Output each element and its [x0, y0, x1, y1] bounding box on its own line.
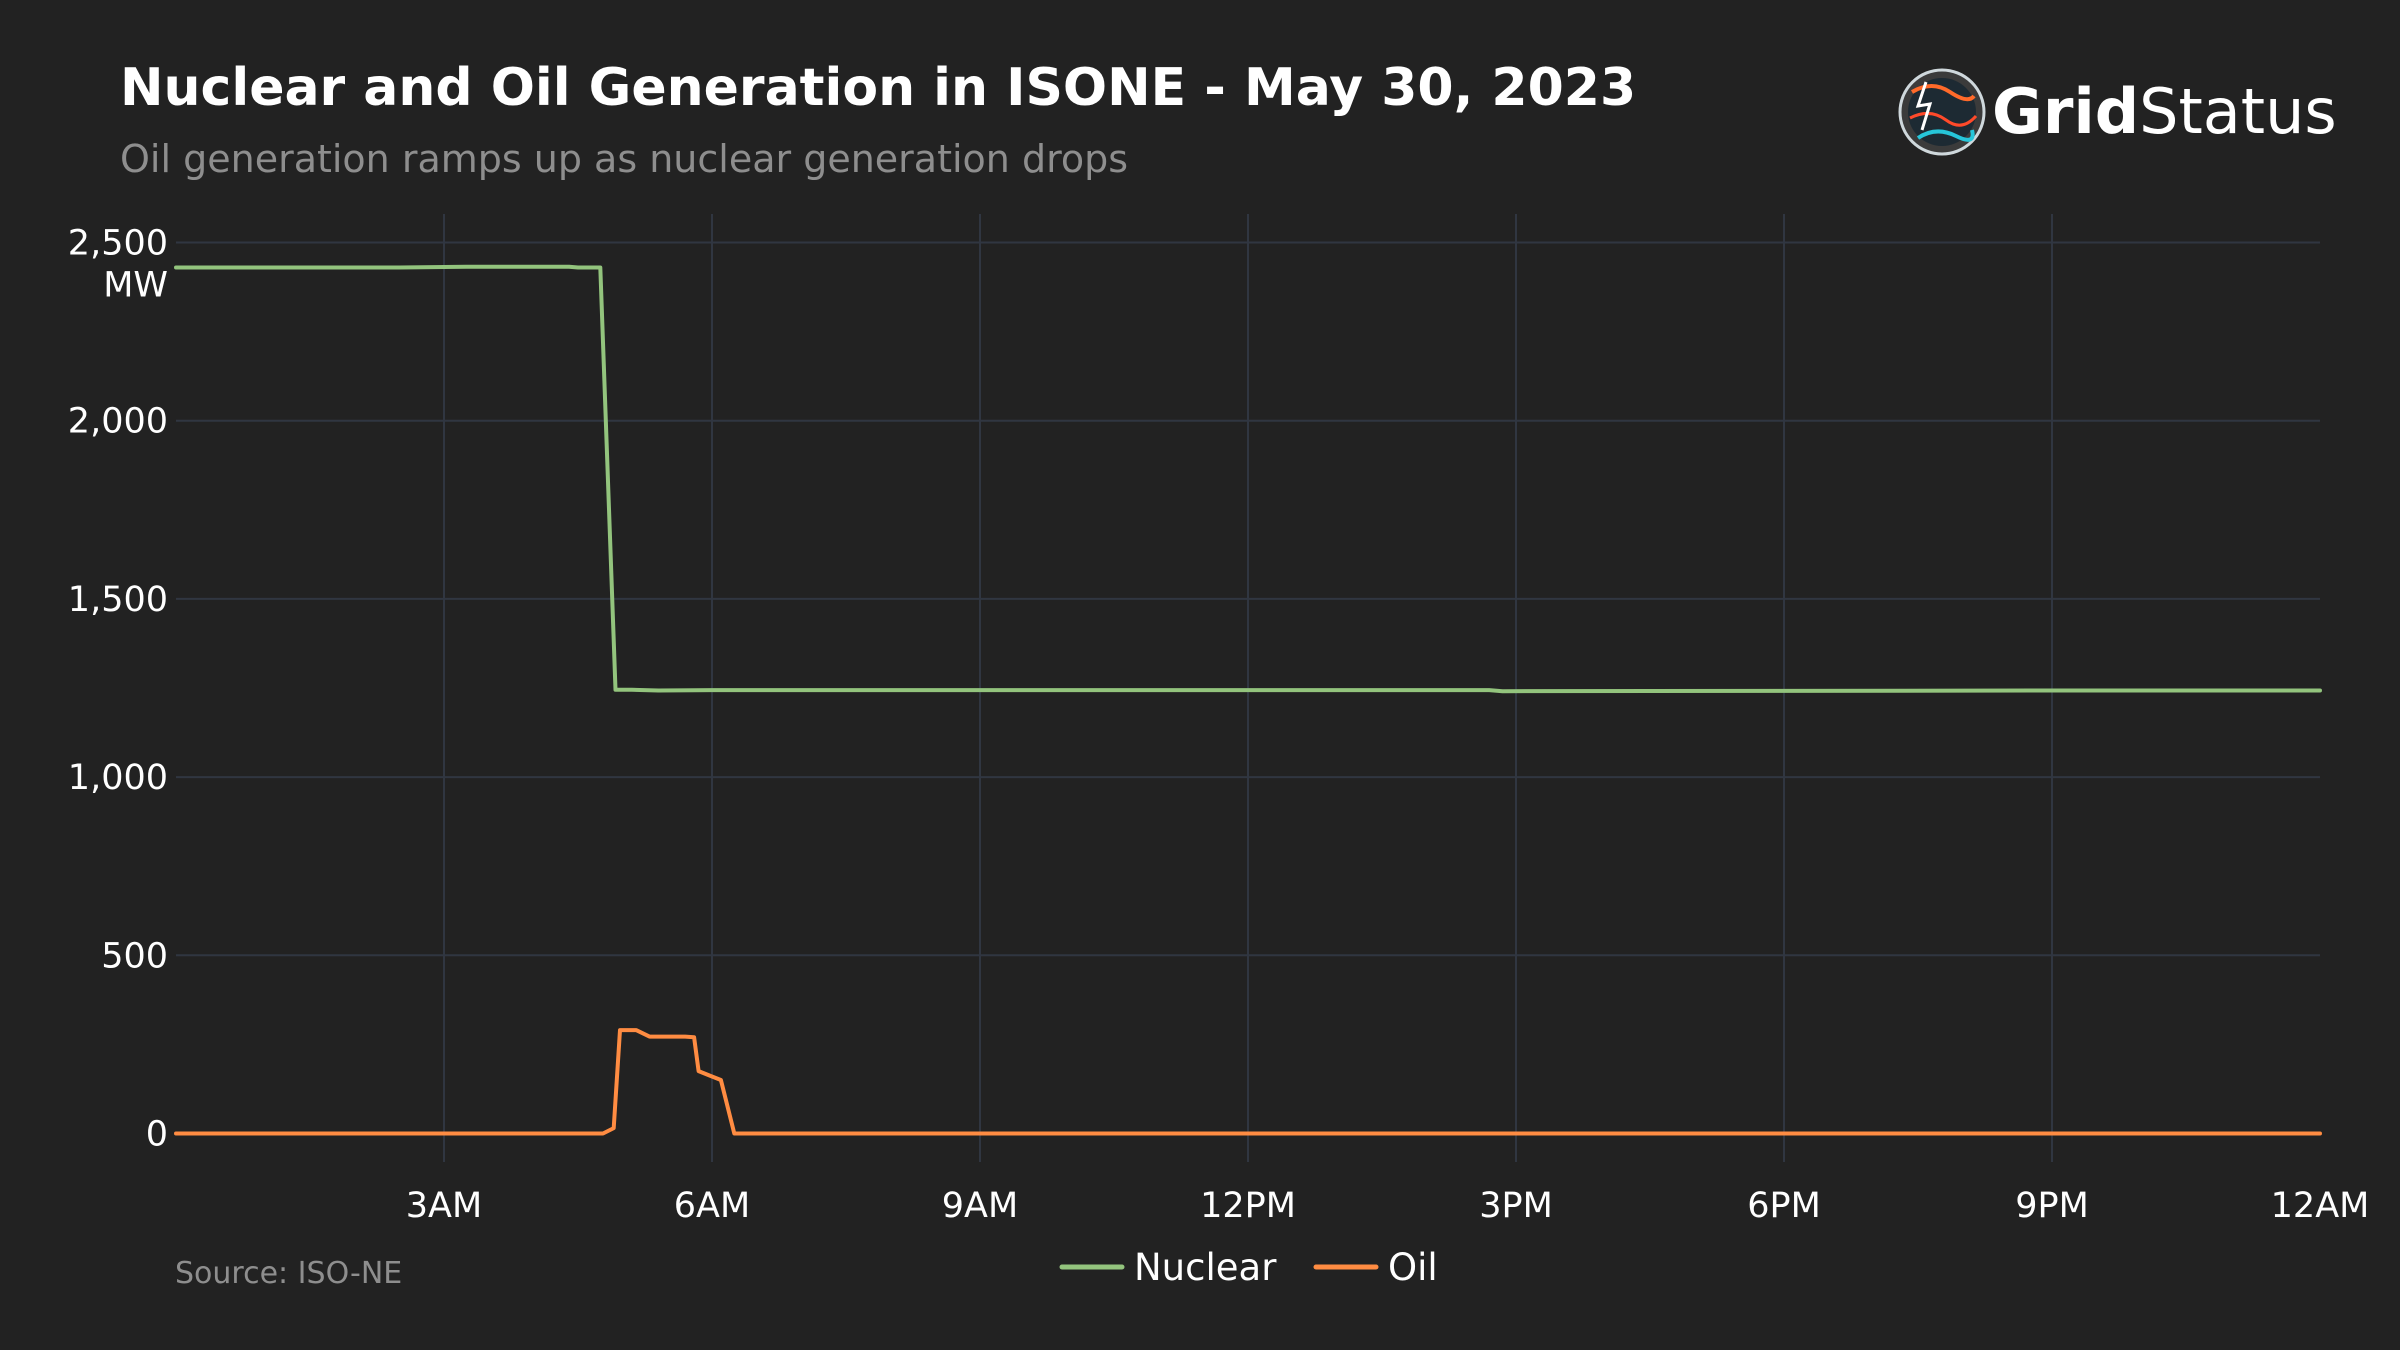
series-line-oil	[174, 1028, 2322, 1136]
chart-title: Nuclear and Oil Generation in ISONE - Ma…	[120, 58, 1636, 118]
y-tick-label: 1,500	[68, 580, 168, 620]
y-tick-label: 1,000	[68, 758, 168, 798]
y-tick-label: 500	[101, 936, 168, 976]
y-tick-label: 2,500	[68, 224, 168, 264]
x-tick-label: 3AM	[406, 1186, 482, 1226]
y-axis-unit-label: MW	[103, 266, 168, 306]
logo: GridStatus	[1898, 68, 2337, 156]
legend: Nuclear Oil	[1059, 1246, 1438, 1289]
chart-subtitle: Oil generation ramps up as nuclear gener…	[120, 137, 1128, 181]
x-tick-label: 6AM	[674, 1186, 750, 1226]
y-tick-label: 2,000	[68, 402, 168, 442]
series-line-nuclear	[174, 264, 2322, 694]
series-lines	[174, 264, 2322, 1136]
x-tick-label: 12PM	[1200, 1186, 1296, 1226]
legend-label-nuclear: Nuclear	[1134, 1246, 1277, 1289]
logo-text-status: Status	[2139, 75, 2337, 148]
logo-wordmark: GridStatus	[1992, 75, 2337, 148]
grid-status-globe-icon	[1898, 68, 1986, 156]
logo-text-grid: Grid	[1992, 75, 2139, 148]
source-label: Source: ISO-NE	[175, 1256, 402, 1291]
x-axis-ticks: 3AM 6AM 9AM 12PM 3PM 6PM 9PM 12AM	[406, 1186, 2370, 1226]
x-tick-label: 9PM	[2015, 1186, 2089, 1226]
y-tick-label: 0	[146, 1114, 168, 1154]
legend-label-oil: Oil	[1388, 1246, 1438, 1289]
x-tick-label: 9AM	[942, 1186, 1018, 1226]
x-tick-label: 6PM	[1747, 1186, 1821, 1226]
grid-lines	[176, 214, 2320, 1162]
x-tick-label: 12AM	[2271, 1186, 2370, 1226]
x-tick-label: 3PM	[1479, 1186, 1553, 1226]
